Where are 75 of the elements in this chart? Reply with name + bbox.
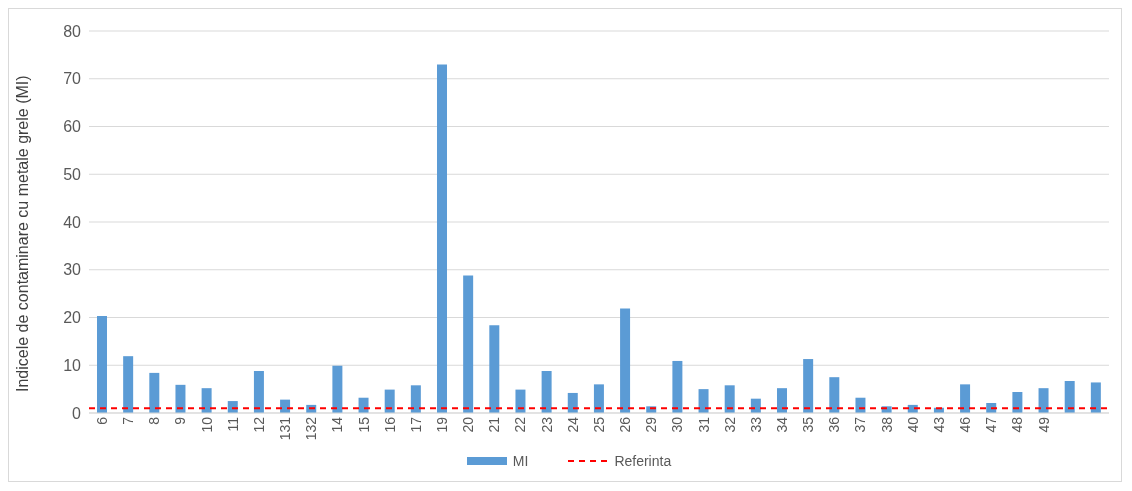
bar: [829, 377, 840, 413]
x-tick-label: 14: [329, 416, 346, 433]
bar: [463, 275, 474, 413]
x-tick-label: 22: [512, 416, 529, 433]
y-tick-label: 20: [63, 309, 82, 327]
bar: [175, 384, 186, 413]
y-tick-label: 60: [63, 118, 82, 136]
x-tick-label: 8: [146, 416, 163, 425]
bar: [149, 372, 160, 413]
legend-label: MI: [511, 453, 529, 469]
bar: [803, 359, 814, 413]
x-tick-label: 23: [538, 416, 555, 433]
x-tick-label: 43: [930, 416, 947, 433]
y-tick-label: 10: [63, 356, 82, 374]
bar: [332, 365, 343, 413]
x-tick-label: 33: [747, 416, 764, 433]
x-tick-label: 15: [355, 416, 372, 433]
bar: [123, 356, 134, 413]
x-tick-label: 25: [590, 416, 607, 433]
x-tick-label: 31: [695, 416, 712, 433]
bar: [960, 384, 971, 413]
x-tick-label: 46: [957, 416, 974, 433]
bar: [672, 360, 683, 413]
x-tick-label: 132: [303, 416, 320, 441]
x-tick-label: 6: [94, 416, 111, 425]
x-tick-label: 10: [198, 416, 215, 433]
x-tick-label: 37: [852, 416, 869, 433]
x-tick-label: 34: [774, 416, 791, 433]
x-tick-label: 131: [277, 416, 294, 441]
x-tick-label: 26: [617, 416, 634, 433]
x-tick-label: 11: [224, 416, 241, 432]
y-tick-label: 50: [63, 165, 82, 183]
bar: [1064, 381, 1075, 413]
y-tick-label: 0: [72, 404, 82, 422]
bar: [567, 392, 578, 413]
x-tick-label: 9: [172, 416, 189, 425]
x-tick-label: 12: [250, 416, 267, 433]
x-tick-label: 20: [460, 416, 477, 433]
y-tick-label: 40: [63, 213, 82, 231]
x-tick-label: 24: [564, 416, 581, 433]
bar: [489, 325, 500, 413]
x-tick-label: 36: [826, 416, 843, 433]
x-tick-label: 40: [904, 416, 921, 433]
bar: [724, 385, 735, 413]
x-tick-label: 47: [983, 416, 1000, 433]
x-tick-label: 32: [721, 416, 738, 433]
x-tick-label: 48: [1009, 416, 1026, 433]
bar: [1012, 391, 1023, 413]
x-tick-label: 19: [434, 416, 451, 433]
bar: [410, 385, 421, 413]
x-tick-label: 16: [381, 416, 398, 433]
x-tick-label: 21: [486, 416, 503, 433]
bar: [1090, 382, 1101, 413]
legend-label: Referinta: [613, 453, 672, 469]
x-tick-label: 35: [800, 416, 817, 433]
x-tick-label: 30: [669, 416, 686, 433]
bar: [437, 64, 447, 413]
x-tick-label: 29: [643, 416, 660, 433]
bar: [593, 384, 604, 413]
y-tick-label: 30: [63, 261, 82, 279]
bar: [620, 308, 631, 413]
bar: [698, 389, 709, 413]
bar: [201, 388, 212, 413]
bar: [777, 388, 787, 413]
y-tick-label: 70: [63, 70, 82, 88]
y-axis-title: Indicele de contaminare cu metale grele (MI): [13, 75, 31, 392]
bar: [541, 370, 552, 413]
bar: [1038, 388, 1049, 413]
bar: [253, 370, 264, 413]
x-tick-label: 49: [1035, 416, 1052, 433]
x-tick-label: 7: [120, 416, 137, 425]
x-tick-label: 17: [407, 416, 424, 433]
y-tick-label: 80: [63, 22, 82, 40]
bar: [97, 316, 107, 413]
x-tick-label: 38: [878, 416, 895, 433]
